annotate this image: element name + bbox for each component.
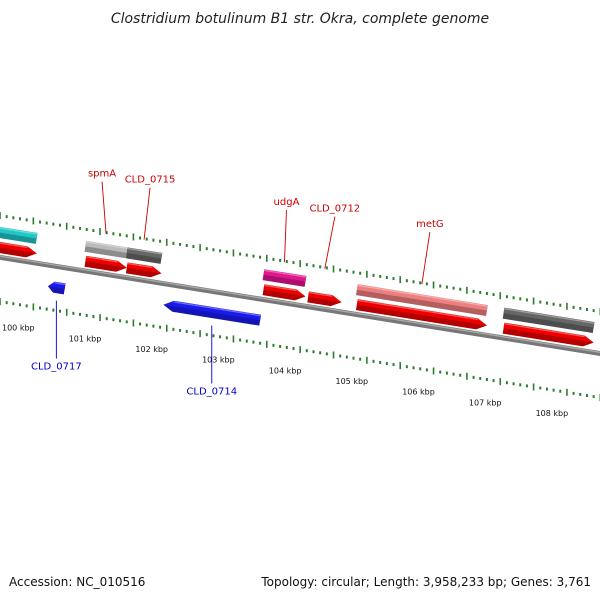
- gene-feature-metG: [355, 284, 488, 316]
- left-edge-feature-cds: [0, 235, 37, 258]
- left-edge-feature-band: [0, 220, 38, 244]
- cds-arrow-CLD_0715: [125, 262, 162, 278]
- cds-arrow-CLD_0712-highlight: [308, 291, 333, 297]
- gene-label-CLD_0712: CLD_0712: [309, 204, 360, 215]
- ruler-tick-labels: 100 kbp 101 kbp 102 kbp 103 kbp 104 kbp 105 k…: [2, 324, 568, 418]
- gene-label-CLD_0717: CLD_0717: [31, 362, 82, 373]
- cds-arrow-CLD_0717-highlight: [54, 282, 66, 286]
- gene-label-CLD_0714: CLD_0714: [186, 386, 237, 397]
- cds-arrow-udgA: [262, 284, 306, 301]
- left-edge-feature-band-face: [0, 220, 38, 239]
- backbone-highlight: [0, 255, 600, 354]
- cds-track: [0, 235, 594, 347]
- ruler-tick-label: 101 kbp: [69, 334, 102, 343]
- left-edge-feature-cds-highlight: [0, 235, 28, 249]
- ruler-tick-label: 102 kbp: [135, 345, 168, 354]
- ruler-tick-label: 103 kbp: [202, 356, 235, 365]
- gene-labels: spmA CLD_0715 udgA CLD_0712 metG CLD_0717 CLD_…: [31, 169, 444, 398]
- right-edge-feature-band: [502, 307, 595, 334]
- gene-leader-udgA: [284, 210, 287, 263]
- cds-arrow-spmA-highlight: [85, 256, 118, 263]
- ruler-tick-label: 108 kbp: [536, 409, 569, 418]
- cds-arrow-metG-highlight: [357, 299, 478, 321]
- right-edge-feature-cds-highlight: [504, 323, 585, 338]
- gene-feature-udgA: [262, 269, 307, 287]
- ruler-tick-label: 105 kbp: [336, 377, 369, 386]
- left-edge-feature-cds-shadow: [0, 235, 37, 258]
- gene-leader-CLD_0712: [324, 216, 336, 269]
- right-edge-feature-band-highlight: [504, 308, 595, 324]
- gene-feature-udgA-highlight: [264, 269, 307, 278]
- right-edge-feature-cds: [502, 322, 594, 347]
- cds-arrow-CLD_0715-highlight: [127, 262, 153, 269]
- backbone-line: [0, 254, 600, 357]
- ruler-tick-label: 106 kbp: [402, 388, 435, 397]
- cds-arrow-CLD_0714-highlight: [173, 301, 261, 317]
- gene-leader-CLD_0715: [143, 187, 151, 240]
- backbone: [0, 254, 600, 357]
- gene-label-udgA: udgA: [274, 197, 300, 208]
- cds-arrow-spmA: [84, 255, 127, 272]
- left-edge-feature-band-highlight: [0, 220, 38, 235]
- gene-label-metG: metG: [416, 219, 444, 230]
- left-edge-feature-band-shadow: [0, 220, 38, 244]
- gene-label-spmA: spmA: [88, 169, 116, 180]
- gene-label-CLD_0715: CLD_0715: [125, 175, 176, 186]
- map-title: Clostridium botulinum B1 str. Okra, comp…: [111, 11, 489, 27]
- cds-arrow-udgA-highlight: [264, 284, 297, 292]
- ruler-tick-label: 107 kbp: [469, 398, 502, 407]
- ruler-ticks-inner: [0, 298, 600, 402]
- gene-leader-spmA: [101, 181, 107, 234]
- gene-feature-CLD_0715-highlight: [127, 247, 163, 255]
- gene-feature-spmA: [84, 240, 128, 259]
- cds-arrow-CLD_0714: [163, 300, 262, 326]
- cds-arrow-metG: [355, 299, 487, 330]
- cds-arrow-CLD_0714-face: [163, 300, 262, 321]
- feature-track: [0, 220, 595, 334]
- cds-arrow-CLD_0717: [48, 281, 66, 295]
- accession-text: Accession: NC_010516: [9, 575, 145, 589]
- gene-feature-spmA-highlight: [85, 241, 128, 250]
- left-edge-feature-cds-face: [0, 235, 37, 254]
- cds-arrow-CLD_0712: [307, 291, 342, 307]
- ruler-ticks-outer: [0, 212, 600, 316]
- gene-feature-CLD_0715: [125, 247, 163, 264]
- ruler-tick-label: 100 kbp: [2, 324, 35, 333]
- gene-feature-metG-highlight: [357, 284, 488, 307]
- genome-summary-text: Topology: circular; Length: 3,958,233 bp…: [260, 575, 591, 589]
- gene-leader-metG: [421, 232, 431, 285]
- ruler-tick-label: 104 kbp: [269, 366, 302, 375]
